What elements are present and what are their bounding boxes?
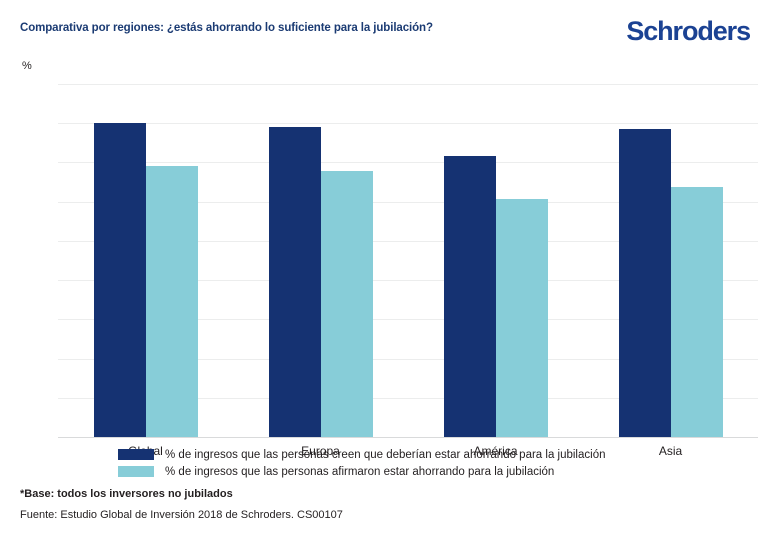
bar-global-series1 [93,123,146,437]
x-axis-tick-label-europa: Europa [301,444,340,458]
bar-asia-series1 [618,129,671,437]
gridline-14 [58,162,758,164]
legend-item: % de ingresos que las personas creen que… [118,446,738,463]
legend-label-series1: % de ingresos que las personas creen que… [165,448,606,461]
legend-label-series2: % de ingresos que las personas afirmaron… [165,465,555,478]
chart-plot-wrapper: % 024681012141618GlobalEuropaAméricaAsia [0,58,770,458]
schroders-logo: Schroders [626,16,751,46]
chart-legend: % de ingresos que las personas creen que… [118,446,738,480]
bar-europa-series2 [320,171,373,437]
gridline-12 [58,201,758,203]
bar-américa-series2 [495,198,548,437]
gridline-4 [58,358,758,360]
legend-swatch-series1 [118,449,154,460]
gridline-8 [58,280,758,282]
bar-américa-series1 [443,155,496,437]
y-axis-unit-label: % [22,60,32,72]
legend-item: % de ingresos que las personas afirmaron… [118,463,738,480]
chart-header: Comparativa por regiones: ¿estás ahorran… [0,0,770,58]
chart-footnotes: *Base: todos los inversores no jubilados… [20,488,343,530]
gridline-16 [58,123,758,125]
gridline-10 [58,240,758,242]
plot-area: 024681012141618GlobalEuropaAméricaAsia [58,84,758,458]
gridline-0 [58,437,758,438]
footnote-base: *Base: todos los inversores no jubilados [20,488,233,500]
bar-global-series2 [145,166,198,437]
gridline-18 [58,84,758,85]
page-title: Comparativa por regiones: ¿estás ahorran… [20,22,433,34]
x-axis-tick-label-asia: Asia [658,444,683,458]
gridline-2 [58,397,758,399]
legend-swatch-series2 [118,466,154,477]
footnote-source: Fuente: Estudio Global de Inversión 2018… [20,509,343,521]
bar-europa-series1 [268,127,321,437]
bar-asia-series2 [670,186,723,437]
x-axis-tick-label-américa: América [473,444,518,458]
gridline-6 [58,319,758,321]
